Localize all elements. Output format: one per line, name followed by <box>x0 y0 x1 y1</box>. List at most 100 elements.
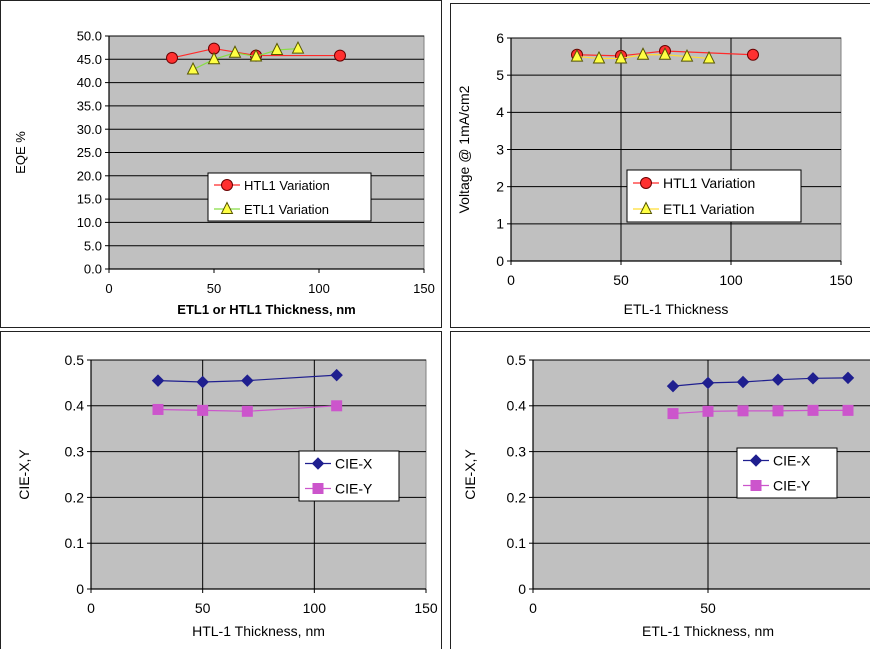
data-point <box>614 50 628 64</box>
y-tick-label: 20.0 <box>77 168 102 183</box>
x-tick-label: 50 <box>613 272 629 288</box>
x-tick-label: 150 <box>829 272 853 288</box>
data-point <box>701 376 715 390</box>
legend-marker <box>220 201 234 214</box>
legend: CIE-X CIE-Y <box>736 447 838 499</box>
data-point <box>570 48 584 62</box>
data-point <box>334 49 346 62</box>
legend-box <box>626 169 802 223</box>
y-axis-label: EQE % <box>13 131 28 174</box>
y-tick-label: 6 <box>496 30 504 46</box>
series-etl1-variation <box>186 40 305 75</box>
data-point <box>152 403 164 415</box>
y-tick-label: 30.0 <box>77 122 102 137</box>
y-tick-label: 2 <box>496 179 504 195</box>
data-point <box>228 45 242 58</box>
legend-marker <box>312 483 324 494</box>
series-line <box>672 409 848 415</box>
x-tick-label: 0 <box>105 281 112 296</box>
x-tick-label: 50 <box>195 600 211 616</box>
data-point <box>249 48 263 62</box>
data-point <box>592 50 606 64</box>
voltage-chart: 0 1 2 3 4 5 6 0 50 100 150 ETL-1 Thickness Voltage @… <box>456 30 853 317</box>
y-axis-label: CIE-X,Y <box>16 449 32 500</box>
x-tick-label: 150 <box>413 281 435 296</box>
y-tick-label: 40.0 <box>77 75 102 90</box>
legend-label: ETL1 Variation <box>244 202 329 217</box>
eqe-chart-panel: 0.0 5.0 10.0 15.0 20.0 25.0 30.0 35.0 40.0 45.0 50… <box>0 0 442 328</box>
data-point <box>737 405 749 417</box>
x-axis-label: ETL-1 Thickness, nm <box>642 623 774 639</box>
y-tick-label: 35.0 <box>77 98 102 113</box>
data-point <box>807 404 819 416</box>
x-tick-label: 0 <box>507 272 515 288</box>
y-tick-label: 0.3 <box>507 444 527 460</box>
data-point <box>241 374 254 387</box>
y-tick-label: 0 <box>518 581 526 597</box>
series-etl1-variation <box>570 47 716 64</box>
cie-htl-chart-panel: 0 0.1 0.2 0.3 0.4 0.5 0 50 100 150 HTL-1 Thickness… <box>0 331 442 649</box>
data-point <box>151 374 165 387</box>
series-cie-y <box>667 404 854 420</box>
y-tick-label: 15.0 <box>77 192 102 207</box>
y-tick-label: 0.4 <box>507 398 527 414</box>
legend-label: CIE-X <box>773 453 811 469</box>
data-point <box>772 405 784 417</box>
y-tick-label: 0.0 <box>84 262 102 277</box>
voltage-chart-panel: 0 1 2 3 4 5 6 0 50 100 150 ETL-1 Thickness Voltage @… <box>450 3 870 328</box>
legend-marker <box>221 179 233 191</box>
legend-box <box>207 172 372 222</box>
data-point <box>186 61 200 75</box>
y-tick-label: 25.0 <box>77 145 102 160</box>
data-point <box>207 51 221 65</box>
y-tick-label: 3 <box>496 141 504 157</box>
data-point <box>702 405 714 417</box>
x-tick-label: 100 <box>308 281 330 296</box>
data-point <box>667 408 679 420</box>
y-tick-label: 0.3 <box>65 444 85 460</box>
legend-marker <box>311 457 325 470</box>
y-tick-label: 0.2 <box>507 489 527 505</box>
y-tick-label: 0.1 <box>65 535 85 551</box>
series-cie-x <box>151 368 343 389</box>
data-point <box>747 48 759 61</box>
y-tick-label: 0.5 <box>65 352 85 368</box>
data-point <box>666 379 680 393</box>
data-point <box>841 371 855 385</box>
legend-marker <box>639 201 653 214</box>
data-point <box>702 50 716 64</box>
data-point <box>270 42 284 55</box>
series-line <box>157 374 337 383</box>
x-axis-label: HTL-1 Thickness, nm <box>192 623 325 639</box>
legend-label: CIE-Y <box>773 478 811 494</box>
legend: HTL1 Variation ETL1 Variation <box>207 172 372 222</box>
data-point <box>736 375 750 389</box>
y-tick-label: 45.0 <box>77 52 102 67</box>
x-tick-label: 100 <box>719 272 743 288</box>
y-axis-label: Voltage @ 1mA/cm2 <box>456 85 472 213</box>
data-point <box>196 375 209 389</box>
x-tick-label: 100 <box>303 600 327 616</box>
x-tick-label: 150 <box>414 600 438 616</box>
y-tick-label: 4 <box>496 104 504 120</box>
x-tick-label: 0 <box>87 600 95 616</box>
data-point <box>241 405 253 417</box>
legend: CIE-X CIE-Y <box>298 450 400 502</box>
legend-label: CIE-X <box>335 456 373 472</box>
data-point <box>658 47 672 60</box>
eqe-chart: 0.0 5.0 10.0 15.0 20.0 25.0 30.0 35.0 40.0 45.0 50… <box>13 29 435 317</box>
cie-etl-chart: 00.10.20.30.40.5050100ETL-1 Thickness, n… <box>462 352 870 639</box>
y-tick-label: 0.5 <box>507 352 527 368</box>
legend-marker <box>640 177 652 189</box>
data-point <box>330 368 343 382</box>
legend-label: CIE-Y <box>335 481 373 497</box>
y-tick-label: 10.0 <box>77 215 102 230</box>
legend-marker <box>750 480 762 491</box>
y-tick-label: 1 <box>496 216 504 232</box>
x-tick-label: 50 <box>207 281 221 296</box>
legend: HTL1 Variation ETL1 Variation <box>626 169 802 223</box>
data-point <box>636 47 650 60</box>
y-tick-label: 0.2 <box>65 489 85 505</box>
data-point <box>166 51 178 64</box>
data-point <box>680 48 694 62</box>
